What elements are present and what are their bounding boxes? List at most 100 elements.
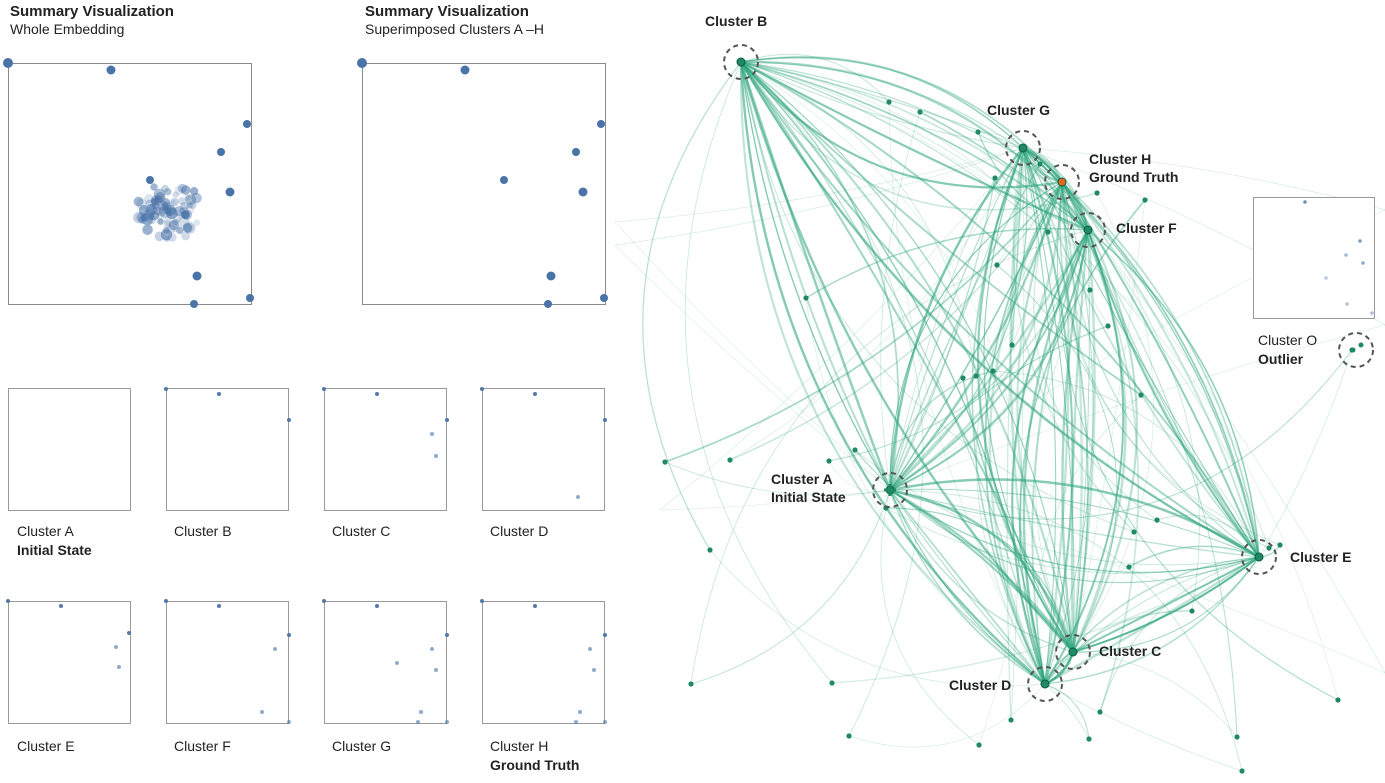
graph-edge [992,370,1260,558]
graph-edge [828,229,1089,462]
cloud-point [172,218,179,226]
graph-node [829,680,835,686]
graph-node [1045,229,1051,235]
graph-edge [1128,545,1260,568]
small-point [434,668,438,672]
graph-edge [739,61,891,491]
scatter-point [544,300,552,308]
scatter-point [460,65,470,75]
graph-edge [1087,229,1260,558]
graph-edge [740,61,1260,558]
graph-edge [889,325,1109,491]
graph-node-f [1083,225,1093,235]
graph-edge [740,53,890,103]
cluster-e-label: Cluster E [17,738,75,754]
graph-edge [976,231,1049,685]
small-point [603,633,607,637]
graph-edge [889,181,1064,492]
cloud-point [133,196,144,207]
cluster-c-label: Cluster C [332,523,391,539]
graph-edge [740,61,1074,653]
small-point [217,604,221,608]
small-point [445,720,449,724]
graph-edges [614,53,1385,772]
graph-edge [1011,147,1024,346]
graph-node [662,459,668,465]
graph-edge [740,61,1098,211]
small-point [287,720,291,724]
cloud-point [154,231,165,242]
graph-edge [740,61,1089,231]
graph-edge [1059,181,1281,546]
graph-label-ground-truth: Ground Truth [1089,169,1179,185]
cloud-point [161,184,169,193]
graph-edge [848,683,1046,748]
graph-edge [1059,181,1270,549]
graph-node [1105,323,1111,329]
graph-edge [739,61,1046,685]
scatter-point [106,65,116,75]
cluster-a-tag: Initial State [17,542,92,558]
graph-edge [880,111,921,491]
graph-edge [1061,181,1091,291]
cloud-point [176,226,184,235]
graph-edge [659,489,891,511]
cluster-g-label: Cluster G [332,738,392,754]
small-point [434,454,438,458]
small-point [603,418,607,422]
graph-edge [1072,192,1154,653]
graph-edge [1022,147,1260,558]
cloud-point [166,224,176,234]
cluster-h-plot [482,601,605,724]
graph-edge [1022,147,1260,558]
cluster-d-plot [482,388,605,511]
graph-edge [996,147,1026,266]
cloud-point [153,206,162,216]
graph-edge [740,61,891,491]
graph-node [688,681,694,687]
graph-edge [962,377,1074,653]
cloud-point [168,199,176,207]
graph-edge [1010,147,1025,721]
cloud-point [141,213,154,226]
cluster-b-label: Cluster B [174,523,232,539]
graph-edge [1043,181,1070,685]
cluster-e-plot [8,601,131,724]
scatter-point [3,58,13,68]
cloud-point [163,215,175,227]
graph-edge [1060,181,1089,231]
graph-node-h [1057,177,1067,187]
graph-edge [740,61,924,737]
graph-edge [1033,181,1158,521]
cloud-point [160,229,173,241]
cloud-point [173,213,182,223]
graph-edge [740,61,1260,558]
graph-edge [740,61,1046,685]
cluster-f-label: Cluster F [174,738,231,754]
graph-nodes [662,57,1364,774]
graph-edge [709,549,1046,687]
graph-edge [889,177,996,491]
small-point [578,710,582,714]
graph-edge [1022,147,1089,653]
cloud-point [189,186,199,196]
graph-edge [889,489,1046,685]
small-point [217,392,221,396]
scatter-point [546,271,556,281]
graph-edge [729,181,1063,461]
summary-superimposed-subtitle: Superimposed Clusters A –H [365,21,544,37]
small-point [114,645,118,649]
graph-node [973,373,979,379]
summary-whole-subtitle: Whole Embedding [10,21,125,37]
graph-edge [739,61,1074,653]
graph-label-cluster-b: Cluster B [705,13,768,29]
graph-edge [1035,289,1091,653]
graph-edge [1072,556,1260,653]
graph-edge [919,111,1089,231]
graph-label-cluster-g: Cluster G [987,102,1051,118]
graph-node [990,368,996,374]
cluster-b-plot [166,388,289,511]
graph-node-c [1068,647,1078,657]
scatter-point [500,176,508,184]
scatter-point [192,271,202,281]
